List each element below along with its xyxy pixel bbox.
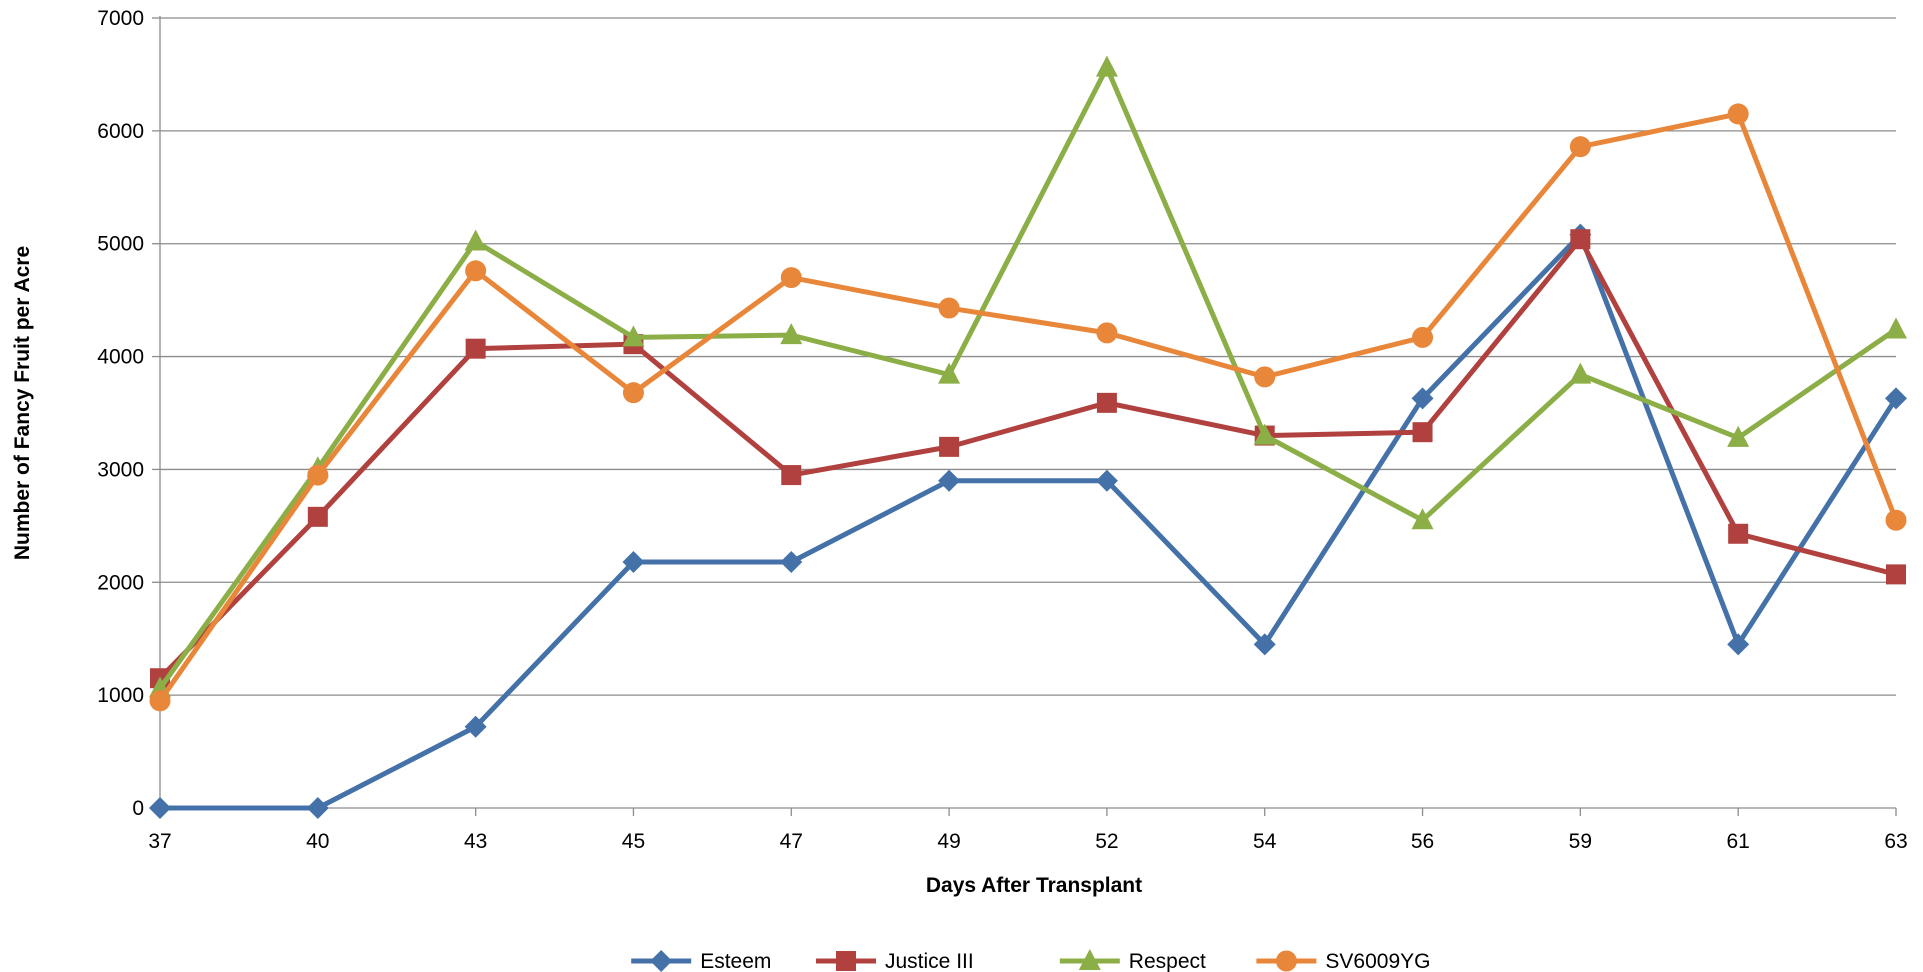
data-point-marker xyxy=(1254,366,1276,388)
x-tick-label: 43 xyxy=(464,830,487,853)
data-point-marker xyxy=(938,362,961,384)
y-tick-label: 5000 xyxy=(97,233,144,256)
data-point-marker xyxy=(1411,508,1434,530)
data-point-marker xyxy=(1885,317,1907,339)
data-point-marker xyxy=(780,267,802,289)
y-tick-label: 6000 xyxy=(97,120,144,143)
x-tick-label: 49 xyxy=(937,830,960,853)
legend-marker xyxy=(836,951,856,971)
x-tick-label: 52 xyxy=(1095,830,1118,853)
data-point-marker xyxy=(465,338,486,359)
y-tick-label: 3000 xyxy=(97,458,144,481)
x-tick-label: 47 xyxy=(780,830,803,853)
x-tick-label: 54 xyxy=(1253,830,1277,853)
y-tick-labels: 0 1000 2000 3000 4000 5000 6000 7000 xyxy=(97,7,144,820)
data-point-marker xyxy=(1096,392,1117,413)
data-point-marker xyxy=(149,797,171,819)
data-point-marker xyxy=(622,325,645,347)
data-point-marker xyxy=(622,382,644,404)
series-line xyxy=(157,65,1898,690)
y-tick-label: 7000 xyxy=(97,7,144,30)
data-point-marker xyxy=(1728,523,1749,544)
y-tick-label: 1000 xyxy=(97,684,144,707)
x-tick-label: 40 xyxy=(306,830,329,853)
data-point-marker xyxy=(1727,633,1750,656)
data-point-marker xyxy=(464,715,487,738)
data-point-marker xyxy=(781,465,802,486)
data-point-marker xyxy=(1412,326,1434,348)
data-point-marker xyxy=(938,469,961,492)
legend-marker xyxy=(1275,950,1297,972)
legend-label: Respect xyxy=(1129,950,1206,972)
data-point-marker xyxy=(1885,509,1907,531)
data-point-marker xyxy=(465,260,487,282)
legend-item: Esteem xyxy=(631,950,771,972)
series-line xyxy=(157,111,1899,703)
legend-label: Justice III xyxy=(885,950,974,972)
data-point-marker xyxy=(1727,103,1749,125)
y-axis-title: Number of Fancy Fruit per Acre xyxy=(11,246,34,560)
legend-label: SV6009YG xyxy=(1325,950,1430,972)
data-point-marker xyxy=(307,464,329,486)
y-tick-label: 2000 xyxy=(97,571,144,594)
series-justice-iii xyxy=(150,229,1906,689)
data-point-marker xyxy=(1886,564,1906,585)
data-point-marker xyxy=(307,506,328,527)
data-point-marker xyxy=(1095,469,1118,492)
series-line xyxy=(158,236,1897,680)
x-tick-label: 56 xyxy=(1411,830,1434,853)
series-group xyxy=(149,55,1907,819)
x-tick-label: 59 xyxy=(1569,830,1592,853)
data-point-marker xyxy=(1253,423,1276,445)
legend-item: Justice III xyxy=(816,950,974,972)
data-point-marker xyxy=(149,690,171,712)
data-point-marker xyxy=(1411,387,1434,410)
legend-label: Esteem xyxy=(700,950,771,972)
series-line xyxy=(160,232,1899,811)
data-point-marker xyxy=(1727,425,1750,447)
x-tick-label: 63 xyxy=(1884,830,1907,853)
data-point-marker xyxy=(780,323,803,345)
x-tick-label: 45 xyxy=(622,830,645,853)
x-tick-label: 37 xyxy=(148,830,171,853)
series-sv6009yg xyxy=(149,103,1907,712)
legend-marker xyxy=(650,950,673,972)
y-tick-label: 4000 xyxy=(97,346,144,369)
data-point-marker xyxy=(780,550,803,573)
data-point-marker xyxy=(306,797,329,819)
data-point-marker xyxy=(622,550,645,573)
y-tick-label: 0 xyxy=(132,797,144,820)
data-point-marker xyxy=(938,297,960,319)
legend-item: SV6009YG xyxy=(1256,950,1430,972)
legend: Esteem Justice III Respect SV6009YG xyxy=(631,949,1430,972)
legend-marker xyxy=(1078,949,1101,970)
data-point-marker xyxy=(1569,362,1592,384)
data-point-marker xyxy=(1885,387,1907,410)
gridlines xyxy=(160,17,1896,696)
data-point-marker xyxy=(1095,55,1118,77)
data-point-marker xyxy=(1253,633,1276,656)
x-tick-labels: 37 40 43 45 47 49 52 54 56 59 61 63 xyxy=(148,830,1907,853)
x-axis-title: Days After Transplant xyxy=(926,874,1142,897)
data-point-marker xyxy=(1570,229,1591,250)
data-point-marker xyxy=(1569,136,1591,158)
data-point-marker xyxy=(1412,422,1433,443)
data-point-marker xyxy=(1096,322,1118,344)
series-respect xyxy=(149,55,1907,698)
series-esteem xyxy=(149,223,1907,819)
legend-item: Respect xyxy=(1059,949,1206,972)
data-point-marker xyxy=(464,229,487,251)
data-point-marker xyxy=(939,436,960,457)
x-tick-label: 61 xyxy=(1727,830,1750,853)
